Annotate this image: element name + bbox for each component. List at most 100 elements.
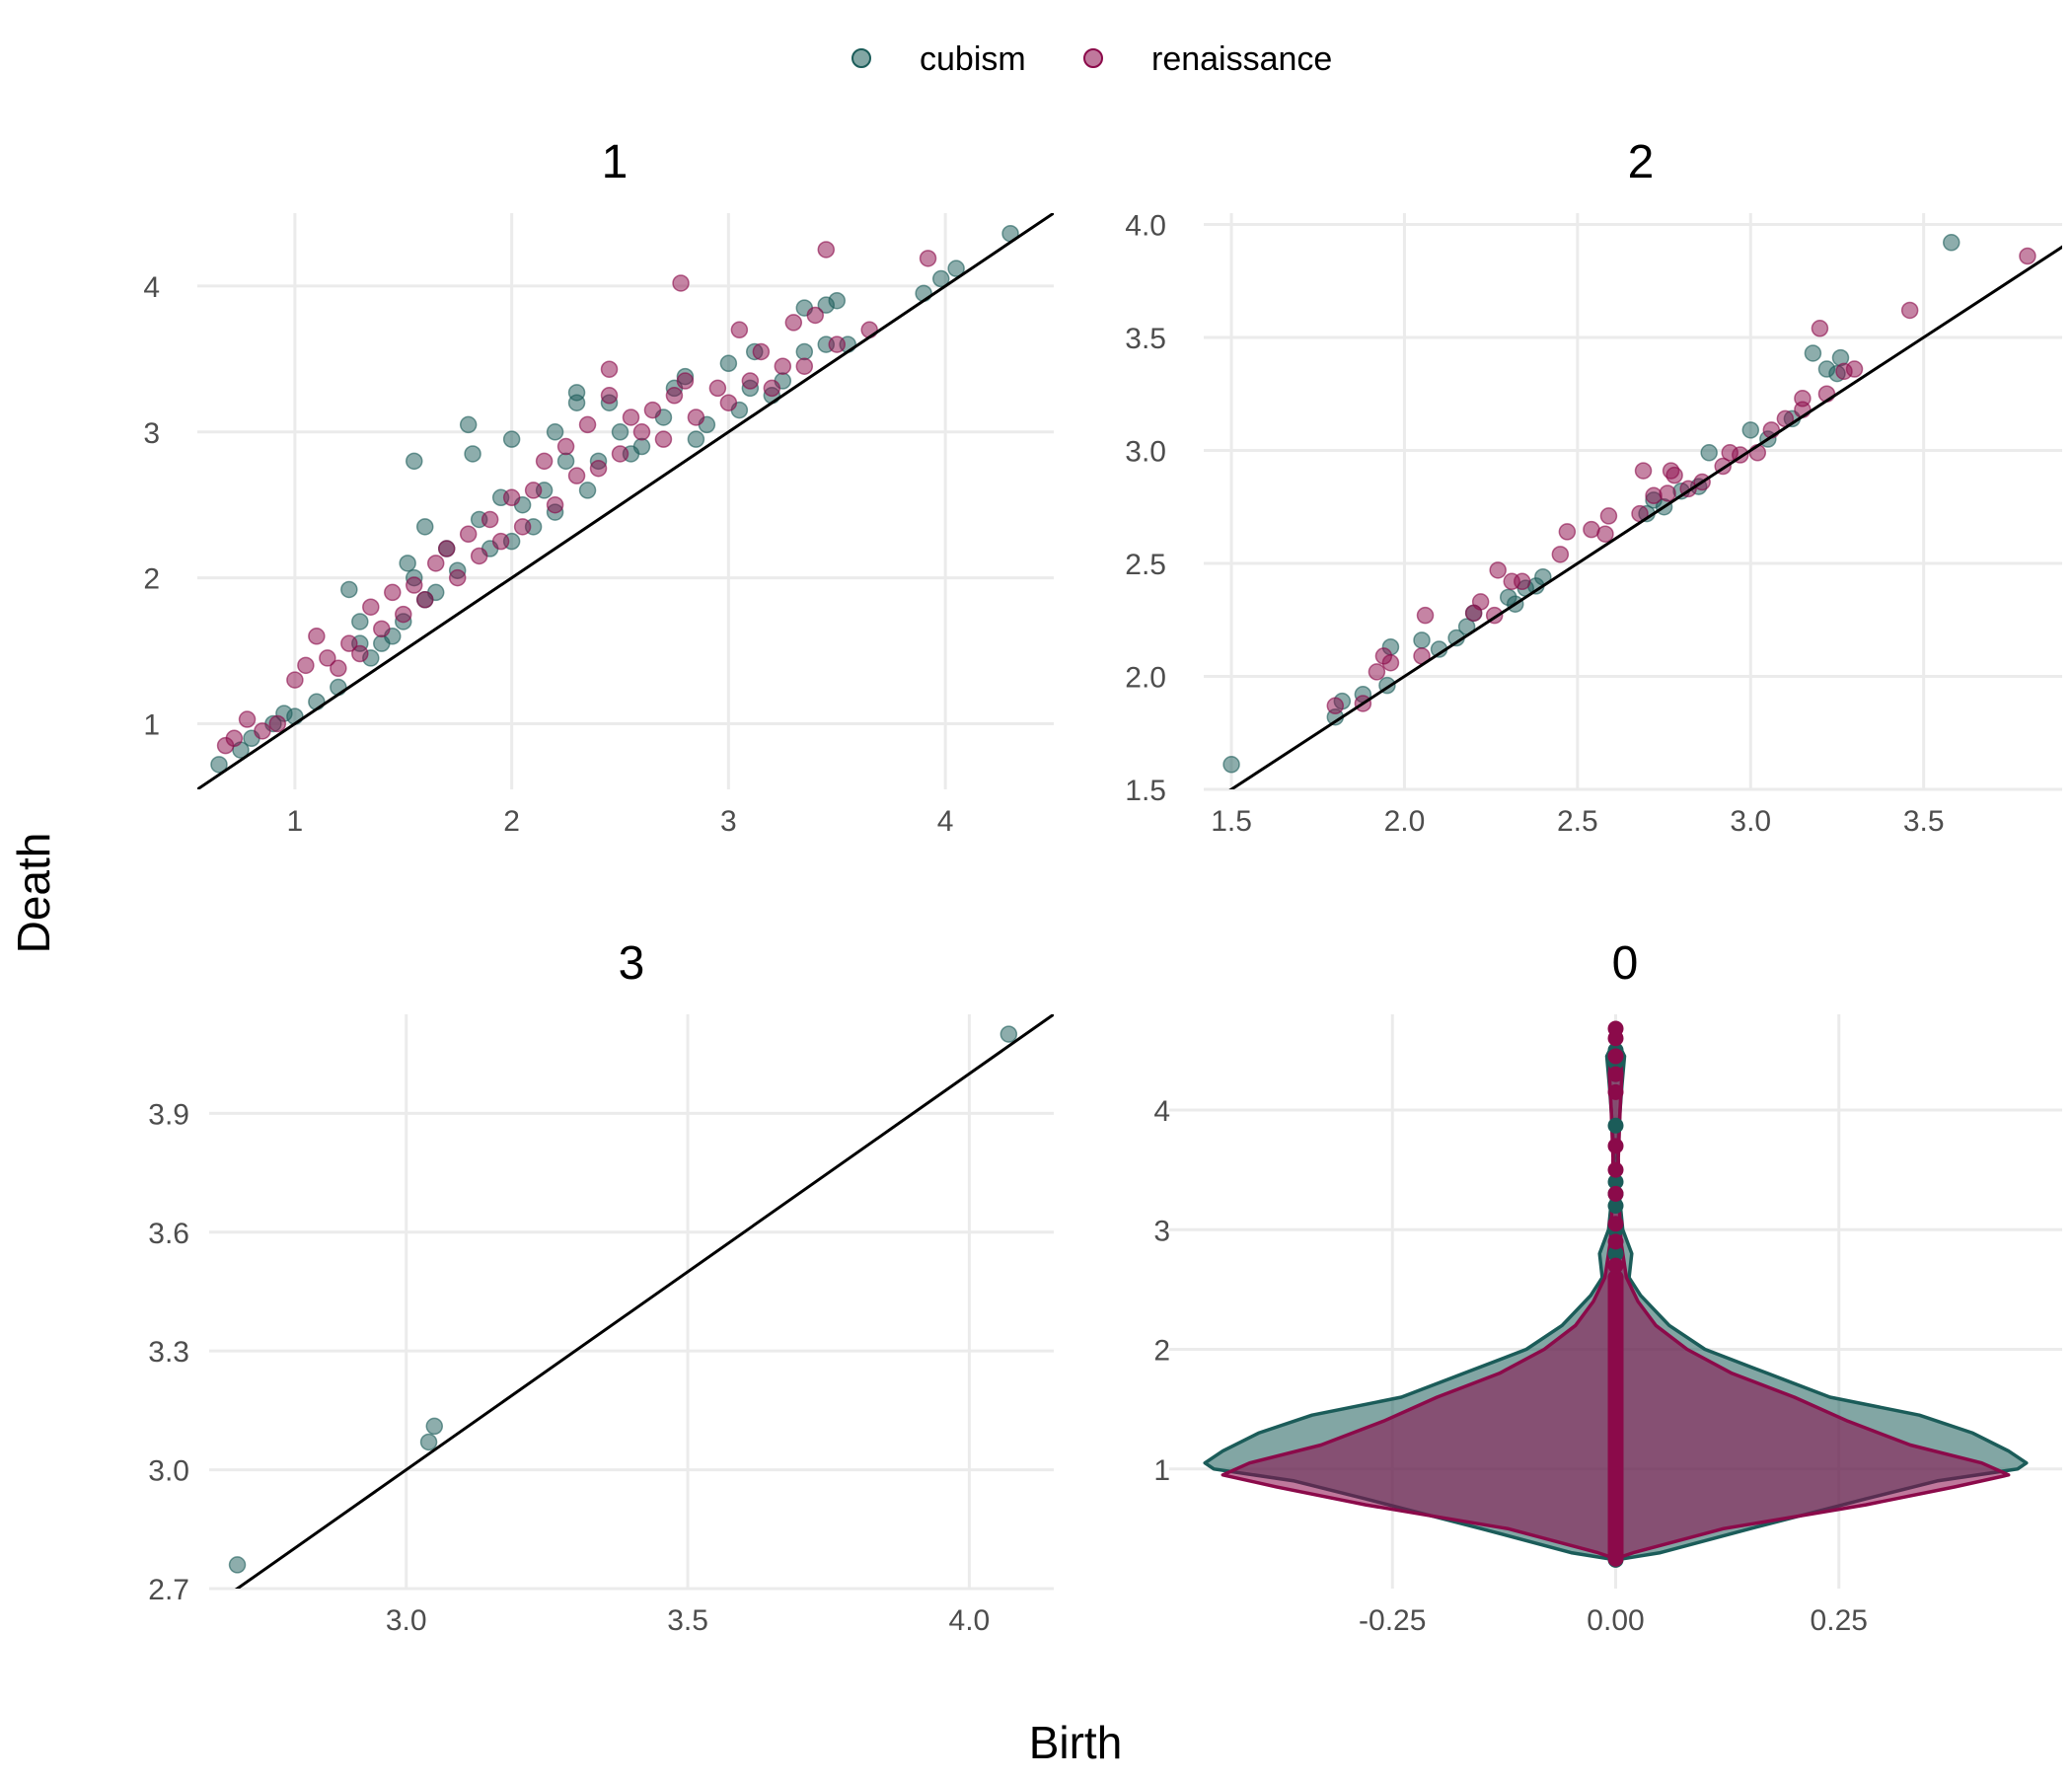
scatter-point-renaissance — [1551, 546, 1570, 563]
scatter-point-renaissance — [373, 620, 391, 638]
scatter-point-renaissance — [297, 656, 315, 675]
scatter-point-renaissance — [676, 372, 695, 390]
violin-point-cubism — [1607, 1245, 1624, 1262]
scatter-point-cubism — [340, 580, 358, 599]
scatter-point-renaissance — [719, 394, 738, 411]
x-tick-label: 0.00 — [1587, 1604, 1644, 1637]
scatter-point-renaissance — [763, 379, 781, 398]
scatter-point-renaissance — [1558, 523, 1577, 541]
scatter-point-cubism — [419, 1433, 438, 1451]
panel-0: 0 -0.25 0.00 0.25 1 2 3 4 — [1153, 937, 2062, 1637]
scatter-point-renaissance — [384, 583, 402, 602]
scatter-point-cubism — [210, 756, 228, 774]
scatter-point-renaissance — [1811, 320, 1829, 337]
y-tick-label: 3 — [1153, 1215, 1170, 1247]
y-tick-label: 3.5 — [1125, 323, 1166, 355]
x-tick-label: 1.5 — [1211, 805, 1252, 838]
scatter-point-cubism — [999, 1025, 1018, 1043]
violin-point-renaissance — [1607, 1216, 1624, 1232]
scatter-point-cubism — [1942, 234, 1961, 252]
scatter-point-renaissance — [578, 415, 597, 434]
y-tick-label: 2.5 — [1125, 549, 1166, 581]
x-axis-title: Birth — [1029, 1717, 1123, 1768]
scatter-point-renaissance — [1599, 507, 1618, 525]
scatter-point-cubism — [1413, 631, 1431, 649]
scatter-point-renaissance — [535, 452, 554, 471]
x-tick-label: 2.0 — [1384, 805, 1426, 838]
y-tick-label: 3.0 — [148, 1455, 189, 1488]
x-tick-label: 3.0 — [386, 1604, 427, 1637]
scatter-point-renaissance — [622, 408, 640, 426]
scatter-point-cubism — [464, 445, 481, 463]
x-tick-label: 1 — [287, 805, 304, 838]
scatter-point-renaissance — [330, 659, 347, 678]
scatter-point-renaissance — [1596, 525, 1614, 543]
scatter-point-cubism — [795, 342, 814, 361]
violin-point-renaissance — [1607, 1020, 1624, 1037]
scatter-point-cubism — [632, 437, 651, 456]
scatter-point-renaissance — [1471, 593, 1490, 611]
y-tick-label: 4 — [143, 271, 160, 304]
x-tick-label: 2 — [503, 805, 520, 838]
legend: cubism renaissance — [851, 40, 1332, 78]
scatter-point-renaissance — [502, 488, 521, 507]
scatter-point-renaissance — [491, 532, 510, 551]
scatter-point-renaissance — [513, 518, 532, 536]
x-tick-label: 3 — [720, 805, 737, 838]
y-tick-label: 4.0 — [1125, 209, 1166, 242]
violin-point-cubism — [1607, 1198, 1624, 1214]
scatter-point-renaissance — [632, 423, 651, 441]
y-tick-label: 3.6 — [148, 1218, 189, 1250]
scatter-point-cubism — [351, 613, 369, 631]
scatter-point-cubism — [1804, 344, 1822, 362]
scatter-point-renaissance — [730, 321, 749, 339]
scatter-point-renaissance — [546, 495, 564, 514]
scatter-point-renaissance — [1381, 653, 1400, 672]
scatter-point-cubism — [1222, 756, 1240, 774]
scatter-point-renaissance — [1900, 301, 1919, 320]
scatter-point-cubism — [1700, 444, 1718, 462]
scatter-point-renaissance — [340, 634, 358, 652]
scatter-point-renaissance — [1794, 390, 1812, 408]
y-tick-label: 2.7 — [148, 1574, 189, 1606]
scatter-point-cubism — [687, 430, 705, 448]
x-tick-label: 3.0 — [1730, 805, 1771, 838]
y-tick-label: 3.3 — [148, 1336, 189, 1369]
scatter-point-cubism — [546, 423, 564, 441]
violin-point-renaissance — [1607, 1257, 1624, 1274]
scatter-point-renaissance — [268, 714, 287, 733]
scatter-point-cubism — [502, 430, 521, 448]
scatter-point-cubism — [425, 1417, 444, 1436]
x-tick-label: 3.5 — [1903, 805, 1945, 838]
violin-point-renaissance — [1607, 1083, 1624, 1100]
diagonal-line — [197, 213, 1054, 789]
violin-points-renaissance — [1607, 1020, 1624, 1567]
scatter-point-renaissance — [470, 547, 488, 565]
scatter-point-renaissance — [600, 360, 619, 378]
scatter-point-renaissance — [556, 437, 575, 456]
scatter-point-renaissance — [225, 729, 244, 748]
scatter-point-renaissance — [1489, 561, 1507, 579]
scatter-point-renaissance — [1665, 466, 1683, 484]
scatter-point-renaissance — [752, 342, 771, 361]
scatter-point-cubism — [556, 452, 575, 471]
scatter-point-renaissance — [524, 482, 543, 499]
scatter-point-renaissance — [589, 459, 608, 478]
scatter-point-renaissance — [415, 591, 434, 609]
violin-point-renaissance — [1607, 1161, 1624, 1178]
scatter-point-renaissance — [1845, 360, 1864, 378]
series-renaissance — [216, 241, 937, 755]
scatter-point-renaissance — [708, 379, 727, 398]
scatter-point-renaissance — [672, 274, 690, 292]
scatter-point-renaissance — [741, 372, 760, 390]
panel-1: 1 1 2 3 4 1 2 3 4 — [143, 136, 1054, 838]
violin-point-renaissance — [1607, 1138, 1624, 1154]
scatter-point-renaissance — [919, 250, 937, 267]
series-cubism — [228, 1025, 1018, 1574]
x-tick-label: 4 — [937, 805, 954, 838]
x-tick-label: 2.5 — [1557, 805, 1598, 838]
y-tick-label: 3 — [143, 417, 160, 450]
scatter-point-renaissance — [1634, 462, 1653, 480]
